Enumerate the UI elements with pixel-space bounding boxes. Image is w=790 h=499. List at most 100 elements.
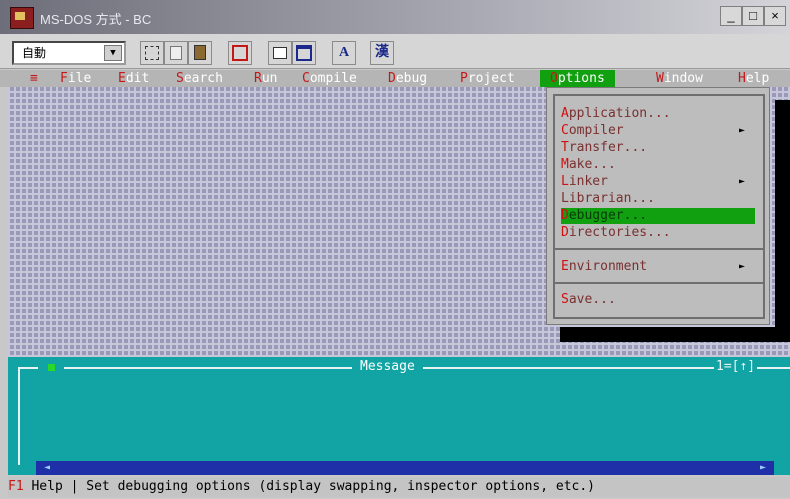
- font-size-value: 自動: [22, 46, 47, 60]
- close-button[interactable]: ×: [764, 6, 786, 26]
- title-bar: [0, 0, 790, 34]
- menu-separator: [553, 282, 763, 284]
- properties-icon: [273, 47, 287, 59]
- message-zoom-button[interactable]: 1=[↑]: [714, 359, 758, 375]
- fullscreen-button[interactable]: [228, 41, 252, 65]
- options-item-transfer[interactable]: Transfer...: [561, 140, 755, 156]
- system-menu[interactable]: ≡: [30, 70, 38, 87]
- menu-file[interactable]: File: [60, 70, 91, 87]
- item-hotkey: L: [561, 174, 569, 189]
- close-icon: [48, 364, 55, 371]
- menu-hotkey: P: [460, 71, 468, 86]
- submenu-arrow-icon: ►: [738, 176, 745, 187]
- item-label: ave...: [568, 292, 616, 307]
- menu-label: ebug: [395, 71, 428, 86]
- message-window: [8, 357, 790, 475]
- options-item-application[interactable]: Application...: [561, 106, 755, 122]
- menu-label: dit: [125, 71, 150, 86]
- menu-compile[interactable]: Compile: [302, 70, 357, 87]
- properties-button[interactable]: [268, 41, 292, 65]
- font-button[interactable]: A: [332, 41, 356, 65]
- options-item-save[interactable]: Save...: [561, 292, 755, 308]
- menu-label: indow: [663, 71, 703, 86]
- menu-search[interactable]: Search: [176, 70, 223, 87]
- item-hotkey: D: [561, 208, 569, 223]
- menu-options[interactable]: Options: [540, 70, 615, 87]
- options-item-linker[interactable]: Linker ►: [561, 174, 755, 190]
- scroll-left-icon[interactable]: ◄: [36, 461, 58, 475]
- item-hotkey: S: [561, 292, 569, 307]
- item-label: inker: [568, 174, 608, 189]
- item-hotkey: E: [561, 259, 569, 274]
- item-hotkey: C: [561, 123, 569, 138]
- scroll-right-icon[interactable]: ►: [752, 461, 774, 475]
- submenu-arrow-icon: ►: [738, 125, 745, 136]
- chevron-down-icon[interactable]: ▼: [104, 45, 122, 61]
- msdos-app-icon[interactable]: [10, 7, 34, 29]
- ime-button[interactable]: 漢: [370, 41, 394, 65]
- copy-button[interactable]: [164, 41, 188, 65]
- menu-label: ile: [67, 71, 92, 86]
- item-label: irectories...: [568, 225, 671, 240]
- item-label: ompiler: [568, 123, 624, 138]
- fullscreen-icon: [232, 45, 248, 61]
- minimize-button[interactable]: _: [720, 6, 742, 26]
- item-hotkey: M: [561, 157, 569, 172]
- status-key-label: Help: [23, 479, 63, 494]
- menu-hotkey: R: [254, 71, 262, 86]
- horizontal-scrollbar[interactable]: [36, 461, 774, 475]
- message-close-button[interactable]: [38, 360, 64, 375]
- menu-hotkey: H: [738, 71, 746, 86]
- item-label: ransfer...: [568, 140, 648, 155]
- menu-hotkey: S: [176, 71, 184, 86]
- menu-separator: [553, 248, 763, 250]
- system-menu-icon: ≡: [30, 71, 38, 86]
- menu-hotkey: C: [302, 71, 310, 86]
- menu-label: earch: [183, 71, 223, 86]
- menu-label: ompile: [309, 71, 357, 86]
- menu-label: ptions: [557, 71, 605, 86]
- item-label: pplication...: [568, 106, 671, 121]
- options-item-librarian[interactable]: Librarian...: [561, 191, 755, 207]
- menu-window[interactable]: Window: [656, 70, 703, 87]
- item-hotkey: T: [561, 140, 569, 155]
- message-window-title: Message: [352, 359, 423, 375]
- paste-button[interactable]: [188, 41, 212, 65]
- copy-icon: [170, 46, 182, 60]
- options-item-compiler[interactable]: Compiler ►: [561, 123, 755, 139]
- menu-hotkey: W: [656, 71, 664, 86]
- window-title: MS-DOS 方式 - BC: [40, 12, 152, 27]
- item-label: nvironment: [568, 259, 648, 274]
- menu-label: un: [261, 71, 278, 86]
- item-hotkey: D: [561, 225, 569, 240]
- submenu-arrow-icon: ►: [738, 261, 745, 272]
- menu-hotkey: E: [118, 71, 126, 86]
- menu-help[interactable]: Help: [738, 70, 769, 87]
- mark-icon: [145, 46, 159, 60]
- menu-project[interactable]: Project: [460, 70, 515, 87]
- dropdown-frame: [553, 94, 765, 319]
- menu-hotkey: D: [388, 71, 396, 86]
- item-label: ebugger...: [568, 208, 648, 223]
- font-size-select[interactable]: 自動 ▼: [12, 41, 126, 65]
- menu-label: roject: [467, 71, 515, 86]
- message-window-frame: [18, 367, 20, 465]
- status-bar: F1 Help | Set debugging options (display…: [8, 477, 790, 497]
- menu-edit[interactable]: Edit: [118, 70, 149, 87]
- menu-hotkey: F: [60, 71, 68, 86]
- restore-button[interactable]: □: [742, 6, 764, 26]
- options-item-environment[interactable]: Environment ►: [561, 259, 755, 275]
- background-button[interactable]: [292, 41, 316, 65]
- options-item-debugger[interactable]: Debugger...: [561, 208, 755, 224]
- mark-button[interactable]: [140, 41, 164, 65]
- toolbar: [0, 34, 790, 69]
- menu-shadow: [560, 327, 790, 342]
- item-label: Librarian...: [561, 191, 655, 206]
- status-key[interactable]: F1: [8, 479, 24, 494]
- item-label: ake...: [568, 157, 616, 172]
- options-item-make[interactable]: Make...: [561, 157, 755, 173]
- options-item-directories[interactable]: Directories...: [561, 225, 755, 241]
- menu-run[interactable]: Run: [254, 70, 277, 87]
- menu-debug[interactable]: Debug: [388, 70, 427, 87]
- clipboard-icon: [194, 45, 206, 60]
